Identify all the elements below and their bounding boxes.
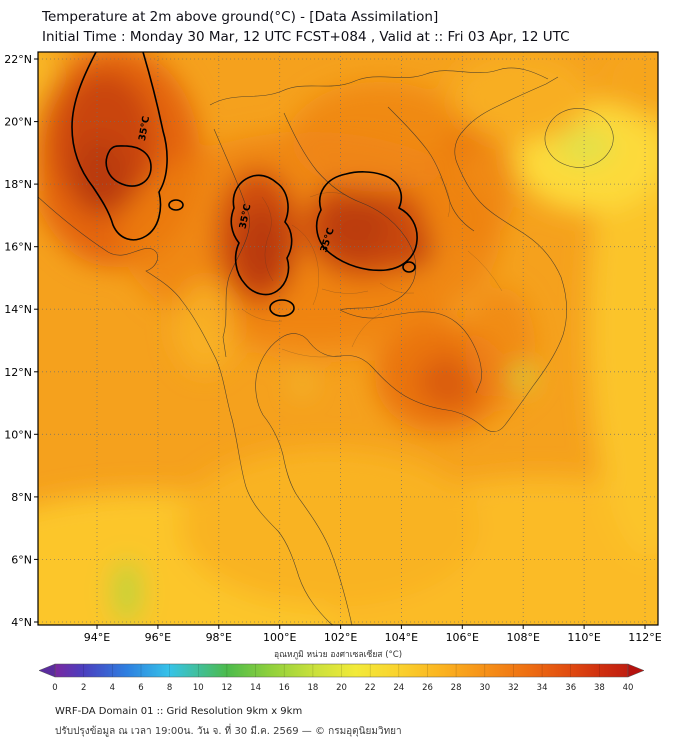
lon-axis: 94°E 96°E 98°E 100°E 102°E 104°E 106°E 1… xyxy=(84,631,662,644)
footer: WRF-DA Domain 01 :: Grid Resolution 9km … xyxy=(55,705,676,739)
cb-tick-label: 38 xyxy=(594,683,605,693)
colorbar-title: อุณหภูมิ หน่วย องศาเซลเซียส (°C) xyxy=(274,649,402,660)
lat-tick-label: 4°N xyxy=(11,616,32,629)
colorbar-underflow-arrow xyxy=(38,663,56,678)
lat-tick-label: 16°N xyxy=(4,241,32,254)
cb-tick-label: 6 xyxy=(138,683,143,693)
header: Temperature at 2m above ground(°C) - [Da… xyxy=(0,0,676,47)
lon-tick-label: 110°E xyxy=(567,631,600,644)
lat-axis: 22°N 20°N 18°N 16°N 14°N 12°N 10°N 8°N 6… xyxy=(4,53,32,629)
cb-tick-label: 36 xyxy=(565,683,576,693)
cb-tick-label: 2 xyxy=(81,683,86,693)
lat-tick-label: 10°N xyxy=(4,428,32,441)
page-title: Temperature at 2m above ground(°C) - [Da… xyxy=(42,9,439,25)
contour-label-myanmar: 35°C xyxy=(137,115,152,142)
page-subtitle: Initial Time : Monday 30 Mar, 12 UTC FCS… xyxy=(42,29,570,45)
lat-tick-label: 20°N xyxy=(4,116,32,129)
cb-tick-label: 12 xyxy=(221,683,232,693)
cb-tick-label: 22 xyxy=(365,683,376,693)
contour-35c xyxy=(71,52,418,317)
colorbar-overflow-arrow xyxy=(627,663,645,678)
cb-tick-label: 30 xyxy=(479,683,490,693)
cb-tick-label: 0 xyxy=(52,683,57,693)
update-info: ปรับปรุงข้อมูล ณ เวลา 19:00น. วัน จ. ที่… xyxy=(55,726,402,737)
lat-tick-label: 6°N xyxy=(11,553,32,566)
lon-tick-label: 108°E xyxy=(506,631,539,644)
lon-tick-label: 106°E xyxy=(446,631,479,644)
cb-tick-label: 18 xyxy=(307,683,318,693)
lat-tick-label: 8°N xyxy=(11,491,32,504)
lon-tick-label: 104°E xyxy=(385,631,418,644)
temperature-field xyxy=(38,52,658,625)
grid-lines xyxy=(38,52,658,625)
cb-tick-label: 14 xyxy=(250,683,261,693)
lon-tick-label: 102°E xyxy=(324,631,357,644)
axis-tick-marks xyxy=(34,58,646,629)
lat-tick-label: 14°N xyxy=(4,303,32,316)
lon-tick-label: 100°E xyxy=(263,631,296,644)
cb-tick-label: 8 xyxy=(167,683,172,693)
contour-label-central: 35°C xyxy=(238,203,254,230)
cb-tick-label: 16 xyxy=(279,683,290,693)
cb-tick-label: 28 xyxy=(451,683,462,693)
lat-tick-label: 18°N xyxy=(4,178,32,191)
cb-tick-label: 4 xyxy=(110,683,115,693)
colorbar-ticks: 0 2 4 6 8 10 12 14 16 18 20 22 24 26 28 … xyxy=(52,683,633,693)
lon-tick-label: 98°E xyxy=(206,631,232,644)
cb-tick-label: 20 xyxy=(336,683,347,693)
domain-info: WRF-DA Domain 01 :: Grid Resolution 9km … xyxy=(55,706,303,717)
lat-tick-label: 22°N xyxy=(4,53,32,66)
lon-tick-label: 112°E xyxy=(628,631,661,644)
temperature-map: 35°C 35°C 35°C 22°N 20°N 18°N 16°N 14°N … xyxy=(4,51,662,644)
lat-tick-label: 12°N xyxy=(4,366,32,379)
cb-tick-label: 24 xyxy=(393,683,404,693)
cb-tick-label: 40 xyxy=(623,683,634,693)
cb-tick-label: 26 xyxy=(422,683,433,693)
colorbar: อุณหภูมิ หน่วย องศาเซลเซียส (°C) 0 2 4 6… xyxy=(38,649,645,693)
lon-tick-label: 96°E xyxy=(145,631,171,644)
lon-tick-label: 94°E xyxy=(84,631,110,644)
country-borders xyxy=(38,67,614,625)
cb-tick-label: 32 xyxy=(508,683,519,693)
colorbar-segment-lines xyxy=(83,664,600,677)
map-frame xyxy=(37,51,659,626)
cb-tick-label: 34 xyxy=(537,683,548,693)
cb-tick-label: 10 xyxy=(193,683,204,693)
